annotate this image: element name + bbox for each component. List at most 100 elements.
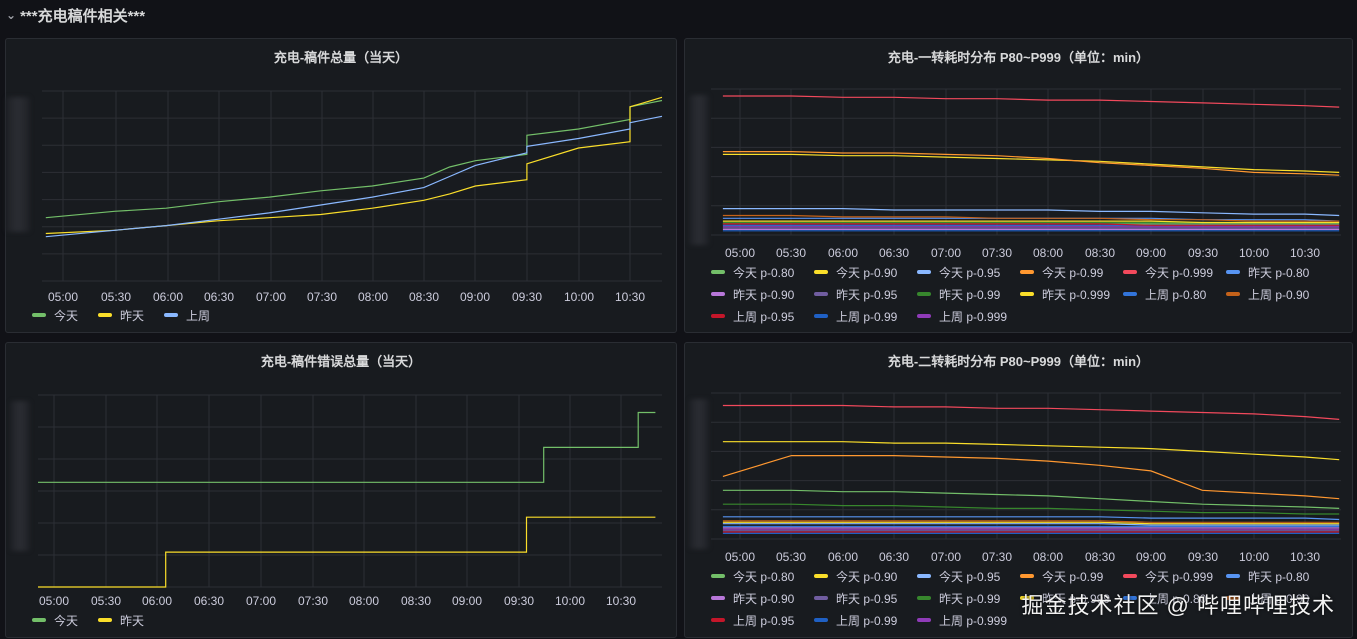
- legend-item[interactable]: 上周 p-0.999: [917, 305, 1020, 327]
- legend-item[interactable]: 今天: [32, 609, 78, 631]
- legend-label: 昨天 p-0.90: [733, 287, 795, 302]
- series-line-昨天: [38, 516, 656, 588]
- legend-item[interactable]: 上周 p-0.90: [1226, 283, 1329, 305]
- legend-item[interactable]: 昨天 p-0.99: [917, 587, 1020, 609]
- panel-first-transcode-latency[interactable]: 充电-一转耗时分布 P80~P999（单位：min） 05:00 05:30 06:…: [684, 38, 1353, 333]
- legend-label: 上周: [186, 308, 211, 323]
- legend-item[interactable]: 昨天 p-0.95: [814, 587, 917, 609]
- legend-swatch: [1020, 574, 1034, 578]
- row-header[interactable]: ⌄ ***充电稿件相关***: [6, 4, 145, 26]
- legend-swatch: [164, 313, 179, 317]
- legend-swatch: [917, 314, 931, 318]
- legend-item[interactable]: 上周 p-0.80: [1123, 283, 1226, 305]
- legend-item[interactable]: 昨天: [98, 304, 144, 326]
- legend-item[interactable]: 上周 p-0.95: [711, 609, 814, 631]
- series-line-上周: [45, 115, 663, 238]
- x-tick-label: 09:00: [1136, 246, 1166, 260]
- legend-swatch: [711, 314, 725, 318]
- legend-item[interactable]: 今天 p-0.90: [814, 565, 917, 587]
- legend-swatch: [814, 574, 828, 578]
- panel-charge-total[interactable]: 充电-稿件总量（当天） 05:00 05:30 06:00 06:30 07:00 07:…: [5, 38, 677, 333]
- legend: 今天 p-0.80 今天 p-0.90 今天 p-0.95 今天 p-0.99 今天 p…: [711, 565, 1329, 631]
- x-tick-label: 05:00: [48, 290, 78, 304]
- legend-item[interactable]: 昨天 p-0.95: [814, 283, 917, 305]
- legend-swatch: [1020, 596, 1034, 600]
- legend-item[interactable]: 昨天 p-0.80: [1226, 261, 1329, 283]
- x-tick-label: 06:00: [142, 594, 172, 608]
- x-tick-label: 08:00: [1033, 550, 1063, 564]
- y-axis-labels-blurred: [689, 95, 709, 245]
- legend-item[interactable]: 上周: [164, 304, 210, 326]
- x-tick-label: 07:00: [246, 594, 276, 608]
- legend-item[interactable]: 今天: [32, 304, 78, 326]
- chart-errors: 05:00 05:30 06:00 06:30 07:00 07:30 08:00 08:30…: [38, 394, 662, 608]
- legend-label: 上周 p-0.999: [939, 309, 1008, 324]
- legend-swatch: [814, 596, 828, 600]
- panel-title: 充电-二转耗时分布 P80~P999（单位：min）: [887, 354, 1150, 369]
- series-line-今天-p-0.99: [722, 455, 1340, 500]
- legend: 今天 昨天: [32, 609, 144, 631]
- x-tick-label: 06:30: [204, 290, 234, 304]
- legend-item[interactable]: 今天 p-0.999: [1123, 261, 1226, 283]
- x-tick-label: 10:00: [1239, 550, 1269, 564]
- legend-item[interactable]: 今天 p-0.95: [917, 565, 1020, 587]
- legend-label: 上周 p-0.99: [836, 613, 898, 628]
- legend-swatch: [917, 270, 931, 274]
- legend-label: 上周 p-0.99: [836, 309, 898, 324]
- legend-item[interactable]: 昨天: [98, 609, 144, 631]
- legend-item[interactable]: 上周 p-0.80: [1123, 587, 1226, 609]
- legend-label: 昨天 p-0.90: [733, 591, 795, 606]
- legend-item[interactable]: 今天 p-0.95: [917, 261, 1020, 283]
- legend-swatch: [1226, 574, 1240, 578]
- legend-item[interactable]: 昨天 p-0.999: [1020, 283, 1123, 305]
- legend-item[interactable]: 今天 p-0.90: [814, 261, 917, 283]
- legend-label: 今天 p-0.95: [939, 265, 1001, 280]
- legend-label: 今天 p-0.80: [733, 569, 795, 584]
- legend-item[interactable]: 今天 p-0.99: [1020, 565, 1123, 587]
- legend-item[interactable]: 上周 p-0.90: [1226, 587, 1329, 609]
- x-tick-label: 09:00: [460, 290, 490, 304]
- legend-item[interactable]: 上周 p-0.999: [917, 609, 1020, 631]
- legend-item[interactable]: 今天 p-0.80: [711, 261, 814, 283]
- series-line-今天: [45, 99, 663, 219]
- x-tick-label: 10:00: [555, 594, 585, 608]
- panel-title: 充电-稿件错误总量（当天）: [260, 354, 422, 369]
- x-tick-label: 10:30: [615, 290, 645, 304]
- legend-item[interactable]: 今天 p-0.999: [1123, 565, 1226, 587]
- panel-charge-errors[interactable]: 充电-稿件错误总量（当天） 05:00 05:30 06:00 06:30 07:00 0…: [5, 342, 677, 638]
- x-tick-label: 06:00: [828, 550, 858, 564]
- series-line-昨天-p-0.999: [722, 521, 1340, 525]
- legend-item[interactable]: 昨天 p-0.999: [1020, 587, 1123, 609]
- legend-item[interactable]: 昨天 p-0.80: [1226, 565, 1329, 587]
- series-line-上周-p-0.90: [722, 214, 1340, 222]
- legend-item[interactable]: 上周 p-0.99: [814, 609, 917, 631]
- legend-swatch: [98, 618, 113, 622]
- legend-item[interactable]: 上周 p-0.99: [814, 305, 917, 327]
- x-tick-label: 05:00: [39, 594, 69, 608]
- legend-item[interactable]: 上周 p-0.95: [711, 305, 814, 327]
- legend-label: 今天 p-0.95: [939, 569, 1001, 584]
- legend-item[interactable]: 昨天 p-0.99: [917, 283, 1020, 305]
- panel-second-transcode-latency[interactable]: 充电-二转耗时分布 P80~P999（单位：min） 05:00 05:30 06:…: [684, 342, 1353, 638]
- legend-item[interactable]: 昨天 p-0.90: [711, 283, 814, 305]
- x-tick-label: 07:00: [931, 246, 961, 260]
- chevron-down-icon[interactable]: ⌄: [6, 8, 17, 22]
- legend-swatch: [917, 596, 931, 600]
- chart-first-transcode: 05:00 05:30 06:00 06:30 07:00 07:30 08:00 08:30…: [711, 88, 1341, 260]
- legend-label: 上周 p-0.999: [939, 613, 1008, 628]
- legend-swatch: [711, 270, 725, 274]
- x-tick-label: 09:30: [512, 290, 542, 304]
- x-tick-label: 05:30: [776, 246, 806, 260]
- legend-item[interactable]: 今天 p-0.99: [1020, 261, 1123, 283]
- legend-label: 今天: [54, 308, 79, 323]
- legend-label: 今天 p-0.80: [733, 265, 795, 280]
- series-line-今天-p-0.95: [722, 208, 1340, 217]
- legend-label: 昨天 p-0.95: [836, 287, 898, 302]
- series-line-昨天-p-0.99: [722, 503, 1340, 515]
- series-line-昨天: [45, 96, 663, 235]
- x-tick-label: 06:30: [879, 246, 909, 260]
- legend-label: 上周 p-0.90: [1248, 287, 1310, 302]
- legend-item[interactable]: 今天 p-0.80: [711, 565, 814, 587]
- legend-label: 上周 p-0.90: [1248, 591, 1310, 606]
- legend-item[interactable]: 昨天 p-0.90: [711, 587, 814, 609]
